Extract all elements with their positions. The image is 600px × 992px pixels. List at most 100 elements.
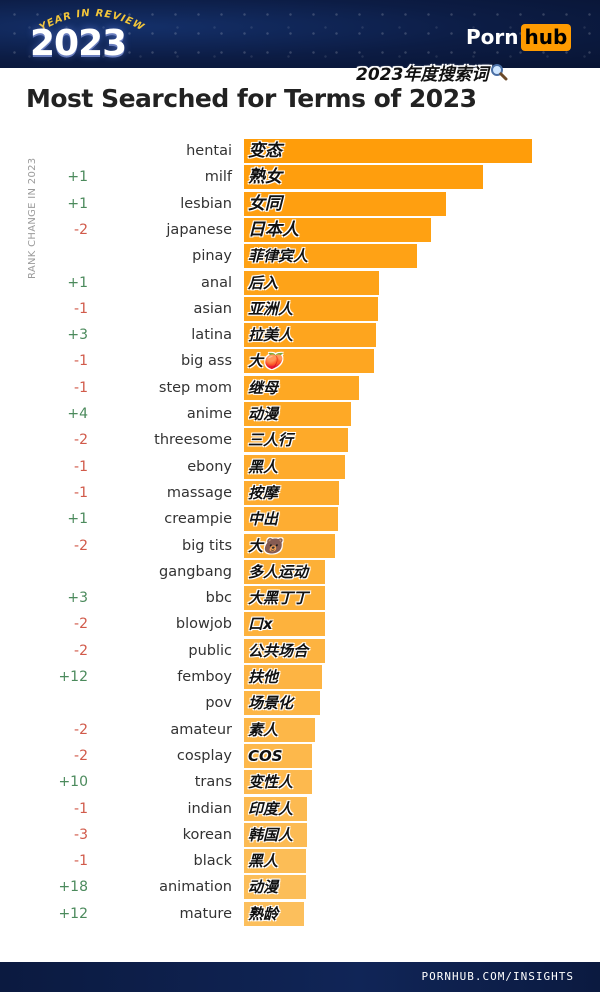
rank-change-value: -2 (74, 221, 88, 238)
header-starfield (0, 0, 600, 68)
bar (244, 665, 322, 689)
rank-change-value: -2 (74, 537, 88, 554)
bar-cn-label: 日本人 (248, 219, 299, 240)
rank-change-value: -2 (74, 642, 88, 659)
bar (244, 691, 321, 716)
term-label: latina (191, 327, 232, 344)
bar (244, 717, 315, 742)
logo-text-primary: Porn (466, 25, 519, 49)
bar (244, 139, 532, 163)
term-label: ebony (187, 458, 232, 475)
footer-insights-link[interactable]: PORNHUB.COM/INSIGHTS (421, 970, 574, 983)
bar (244, 480, 340, 505)
bar (244, 875, 306, 900)
term-label: japanese (166, 221, 232, 238)
rank-change-value (44, 560, 88, 584)
term-label: femboy (177, 669, 232, 685)
bar-cn-label: 变态 (248, 141, 282, 161)
bar-cn-label: 女同 (248, 193, 282, 214)
bar-cn-label: 口x (248, 615, 273, 634)
term-label: animation (159, 879, 232, 896)
bar-cn-label: 大🍑 (248, 352, 282, 371)
bar (244, 638, 325, 663)
term-label: lesbian (180, 195, 232, 212)
chinese-title: 2023年度搜索词 (356, 60, 508, 85)
page-title: Most Searched for Terms of 2023 (26, 84, 477, 113)
bar (244, 796, 308, 821)
brand-logo[interactable]: Porn hub (466, 23, 572, 51)
bar-cn-label: 亚洲人 (248, 299, 294, 318)
year-in-review-arc: YEAR IN REVIEW (38, 8, 146, 34)
magnifier-icon (491, 64, 508, 81)
bar (244, 586, 325, 611)
term-label: indian (187, 800, 232, 817)
bar-cn-label: 拉美人 (248, 326, 294, 345)
year-badge: 2023 (30, 23, 127, 64)
bar (244, 507, 338, 532)
bar-cn-label: 熟龄 (248, 904, 279, 923)
bar-cn-label: 后入 (248, 273, 279, 292)
term-label: massage (166, 484, 232, 501)
rank-change-value: +12 (58, 905, 88, 922)
term-label: pinay (192, 248, 232, 265)
rank-change-value: -2 (74, 747, 88, 764)
rank-change-value: +1 (67, 511, 88, 528)
rank-change-value: -1 (74, 458, 88, 475)
term-label: big ass (180, 353, 232, 370)
bar (244, 454, 345, 479)
term-label: black (193, 853, 233, 870)
rank-change-value (44, 691, 88, 715)
rank-change-value: +18 (58, 879, 88, 896)
term-label: threesome (154, 432, 232, 449)
rank-change-value: -1 (74, 300, 88, 317)
term-label: mature (179, 905, 232, 922)
bar-cn-label: 场景化 (248, 694, 294, 713)
bar (244, 270, 380, 295)
bar-cn-label: 大🐻 (248, 536, 282, 555)
bar-cn-label: 印度人 (248, 799, 294, 818)
rank-change-value: -1 (74, 853, 88, 870)
term-label: step mom (158, 379, 232, 396)
term-label: anal (201, 274, 232, 291)
term-label: creampie (164, 511, 232, 528)
term-label: blowjob (175, 616, 232, 633)
term-label: milf (204, 169, 232, 186)
term-label: anime (186, 406, 232, 422)
bar-cn-label: 黑人 (248, 852, 279, 871)
rank-change-value: -1 (74, 484, 88, 501)
rank-change-value: -3 (74, 826, 88, 843)
term-label: pov (205, 695, 232, 712)
bar-cn-label: COS (248, 746, 283, 765)
bar (244, 296, 378, 321)
bar-cn-label: 继母 (248, 378, 279, 397)
rank-change-value: +1 (67, 195, 88, 212)
bar-cn-label: 动漫 (248, 878, 279, 897)
term-label: korean (182, 826, 232, 843)
bar-cn-label: 中出 (248, 510, 279, 529)
bar (244, 901, 305, 926)
term-label: hentai (186, 143, 232, 159)
bar (244, 849, 306, 874)
bar (244, 559, 325, 584)
rank-change-value: -1 (74, 800, 88, 817)
term-label: big tits (182, 537, 232, 554)
bar (244, 428, 348, 453)
bar-cn-label: 大黑丁丁 (248, 589, 309, 608)
header-banner: YEAR IN REVIEW 2023 Porn hub (0, 0, 600, 68)
term-label: asian (193, 300, 232, 317)
bar (244, 217, 432, 242)
rank-change-value: +4 (67, 406, 88, 422)
bar-cn-label: 韩国人 (248, 825, 294, 844)
bar-cn-label: 黑人 (248, 457, 279, 476)
bar (244, 165, 484, 190)
rank-change-value: +12 (58, 669, 88, 685)
rank-change-value: +10 (58, 774, 88, 791)
rank-change-value: -1 (74, 379, 88, 396)
bar-cn-label: 多人运动 (248, 562, 309, 581)
bar-cn-label: 变性人 (248, 773, 294, 792)
bar (244, 402, 351, 426)
rank-change-value: +3 (67, 590, 88, 607)
bar-cn-label: 公共场合 (248, 641, 309, 660)
bar-cn-label: 扶他 (248, 668, 279, 686)
bar (244, 743, 312, 768)
